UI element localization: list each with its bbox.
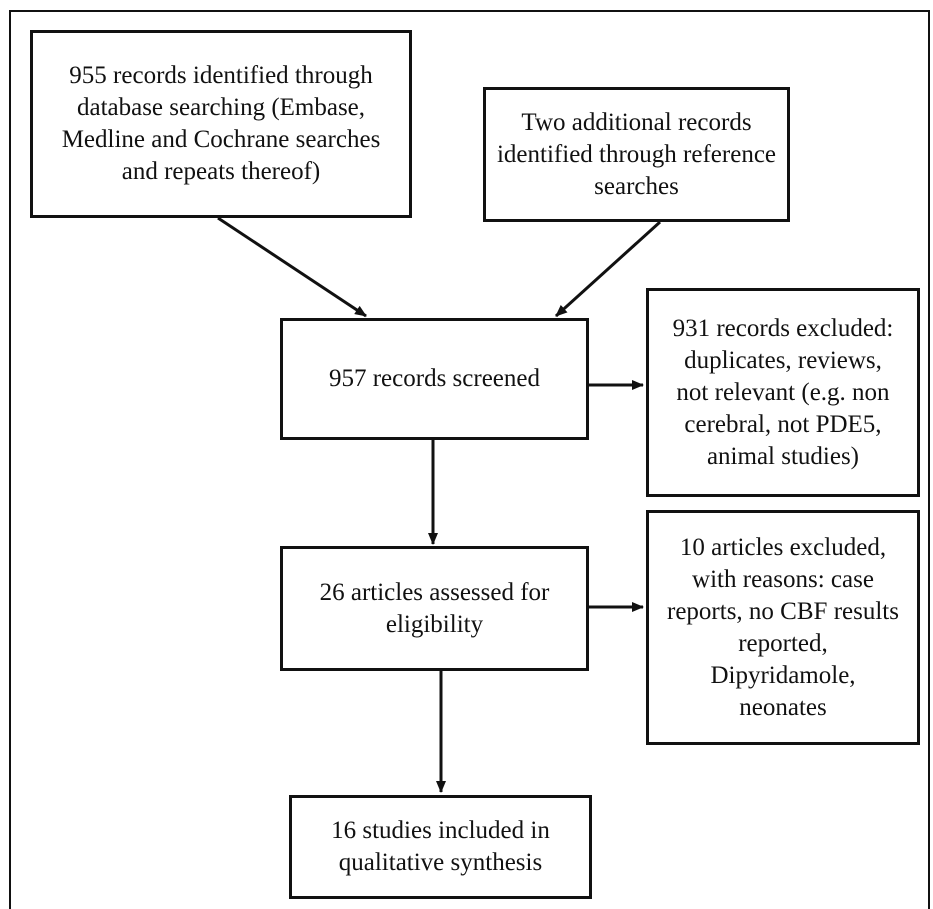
included-box: 16 studies included in qualitative synth…	[289, 795, 592, 899]
assessed-box: 26 articles assessed for eligibility	[280, 546, 589, 671]
excluded-articles-box: 10 articles excluded, with reasons: case…	[646, 510, 920, 745]
included-text: 16 studies included in qualitative synth…	[331, 817, 550, 876]
excluded-records-text: 931 records excluded: duplicates, review…	[672, 314, 894, 470]
reference-search-text: Two additional records identified throug…	[496, 108, 777, 200]
screened-text: 957 records screened	[328, 365, 540, 392]
reference-search-box: Two additional records identified throug…	[483, 87, 790, 222]
screened-box: 957 records screened	[280, 318, 589, 440]
arrow-database-to-screened	[217, 216, 367, 318]
assessed-text: 26 articles assessed for eligibility	[319, 578, 550, 638]
database-search-box: 955 records identified through database …	[30, 30, 412, 218]
database-search-text: 955 records identified through database …	[61, 62, 381, 185]
diagram-frame	[9, 10, 930, 909]
arrow-reference-to-screened	[554, 220, 662, 318]
excluded-records-box: 931 records excluded: duplicates, review…	[646, 288, 920, 497]
excluded-articles-text: 10 articles excluded, with reasons: case…	[667, 533, 899, 721]
